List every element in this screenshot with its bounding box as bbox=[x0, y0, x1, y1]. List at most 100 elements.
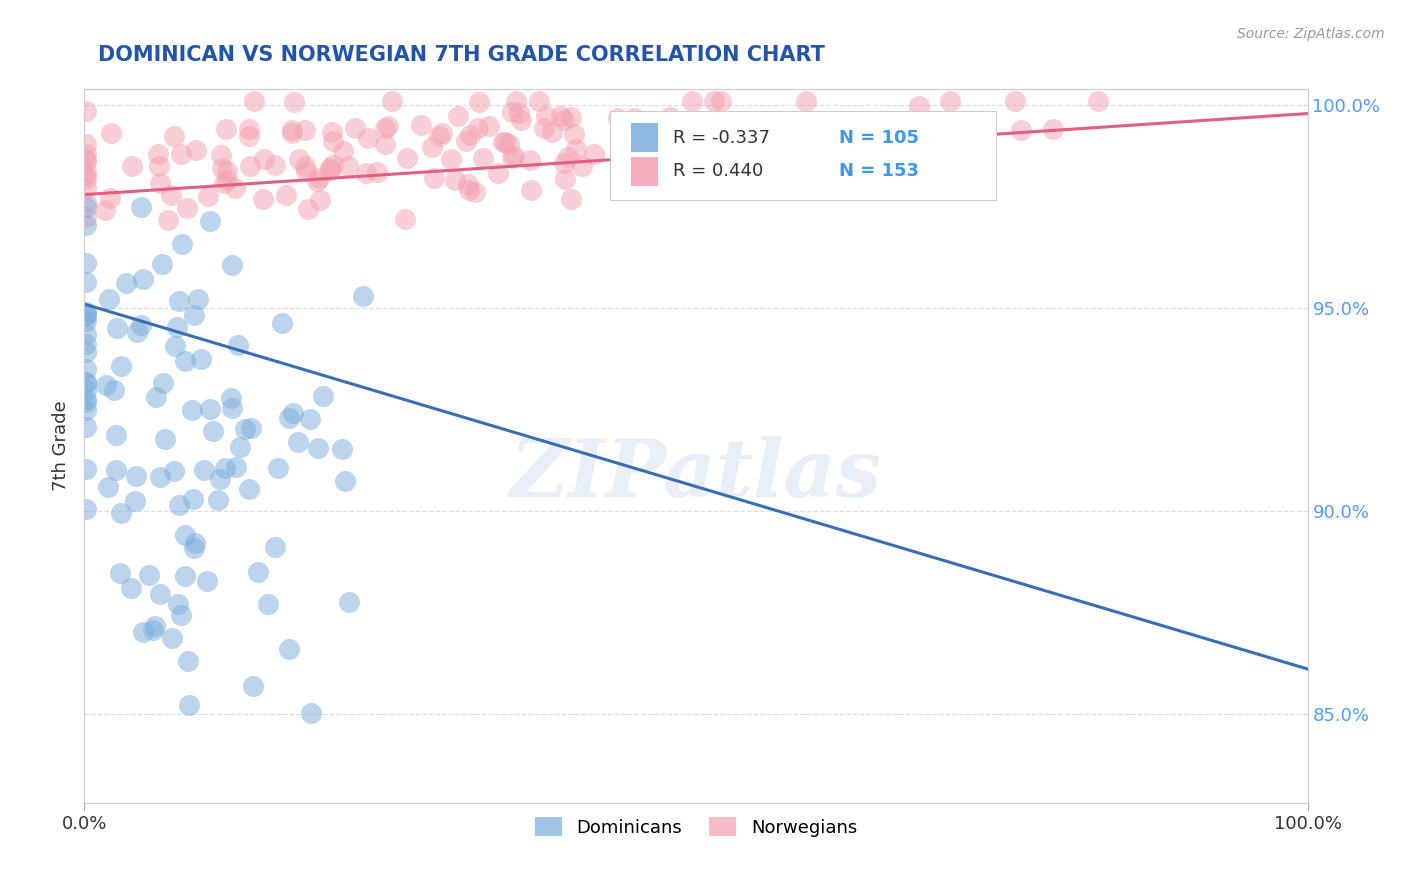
Point bbox=[110, 359, 132, 373]
Point bbox=[717, 137, 740, 152]
Point bbox=[332, 144, 354, 158]
Point bbox=[299, 411, 322, 425]
Point bbox=[396, 151, 419, 165]
Point bbox=[177, 698, 200, 713]
Point bbox=[121, 159, 143, 173]
Point bbox=[183, 308, 205, 322]
Point bbox=[163, 128, 186, 143]
Point bbox=[277, 411, 299, 425]
Text: R = 0.440: R = 0.440 bbox=[672, 162, 763, 180]
Point bbox=[283, 95, 305, 109]
Point bbox=[330, 442, 353, 457]
Point bbox=[308, 171, 330, 186]
Text: R = -0.337: R = -0.337 bbox=[672, 128, 769, 146]
Point bbox=[75, 169, 97, 183]
Point bbox=[214, 122, 236, 136]
Point bbox=[294, 159, 316, 173]
Point bbox=[486, 166, 509, 180]
Point bbox=[97, 480, 120, 494]
Point bbox=[170, 146, 193, 161]
Point bbox=[281, 123, 304, 137]
Point bbox=[256, 597, 278, 611]
Point bbox=[529, 95, 551, 109]
Point bbox=[534, 109, 557, 123]
Point bbox=[319, 163, 342, 178]
Point bbox=[214, 461, 236, 475]
Point bbox=[562, 127, 585, 141]
Point bbox=[142, 623, 165, 637]
Point bbox=[863, 122, 886, 136]
Point bbox=[467, 120, 489, 135]
Point bbox=[187, 292, 209, 306]
Point bbox=[934, 137, 956, 152]
Point bbox=[238, 128, 260, 143]
Point bbox=[75, 275, 97, 289]
Point bbox=[176, 654, 198, 668]
Point bbox=[339, 595, 361, 609]
Point bbox=[366, 164, 388, 178]
Point bbox=[75, 171, 97, 186]
Point bbox=[554, 172, 576, 186]
Point bbox=[75, 337, 97, 351]
Text: ZIPatlas: ZIPatlas bbox=[510, 436, 882, 513]
Point bbox=[105, 463, 128, 477]
Point bbox=[665, 153, 688, 167]
Point bbox=[217, 164, 239, 178]
Point bbox=[427, 129, 450, 144]
Text: DOMINICAN VS NORWEGIAN 7TH GRADE CORRELATION CHART: DOMINICAN VS NORWEGIAN 7TH GRADE CORRELA… bbox=[98, 45, 825, 64]
Point bbox=[457, 177, 479, 191]
Point bbox=[681, 95, 703, 109]
Point bbox=[623, 144, 645, 158]
Point bbox=[170, 608, 193, 623]
Point bbox=[75, 461, 97, 475]
Point bbox=[167, 498, 190, 512]
Point bbox=[443, 173, 465, 187]
Point bbox=[97, 292, 120, 306]
Point bbox=[280, 126, 302, 140]
Point bbox=[75, 384, 97, 398]
Point bbox=[751, 116, 773, 130]
Point bbox=[439, 153, 461, 167]
Point bbox=[125, 468, 148, 483]
Point bbox=[264, 540, 287, 554]
Point bbox=[75, 419, 97, 434]
Point bbox=[143, 619, 166, 633]
Point bbox=[167, 293, 190, 308]
Point bbox=[129, 318, 152, 332]
Text: N = 153: N = 153 bbox=[839, 162, 920, 180]
Point bbox=[565, 142, 588, 156]
Point bbox=[583, 147, 606, 161]
Point bbox=[468, 95, 491, 109]
Point bbox=[115, 276, 138, 290]
Point bbox=[634, 159, 657, 173]
Point bbox=[702, 95, 724, 109]
Point bbox=[209, 472, 232, 486]
Point bbox=[1087, 95, 1109, 109]
Point bbox=[225, 460, 247, 475]
Point bbox=[96, 377, 118, 392]
Point bbox=[560, 110, 582, 124]
Point bbox=[270, 316, 292, 330]
Point bbox=[607, 111, 630, 125]
Point bbox=[127, 325, 149, 339]
Legend: Dominicans, Norwegians: Dominicans, Norwegians bbox=[527, 810, 865, 844]
Point bbox=[343, 121, 366, 136]
Point bbox=[274, 187, 297, 202]
Point bbox=[75, 307, 97, 321]
Point bbox=[184, 536, 207, 550]
Point bbox=[226, 338, 249, 352]
Point bbox=[183, 541, 205, 555]
FancyBboxPatch shape bbox=[610, 111, 995, 200]
Point bbox=[120, 581, 142, 595]
Point bbox=[246, 565, 269, 579]
Point bbox=[560, 192, 582, 206]
Point bbox=[700, 136, 723, 151]
Point bbox=[181, 491, 204, 506]
Point bbox=[432, 126, 454, 140]
Point bbox=[423, 170, 446, 185]
Point bbox=[149, 587, 172, 601]
Point bbox=[197, 189, 219, 203]
Point bbox=[75, 326, 97, 341]
Point bbox=[75, 210, 97, 224]
Point bbox=[75, 345, 97, 359]
